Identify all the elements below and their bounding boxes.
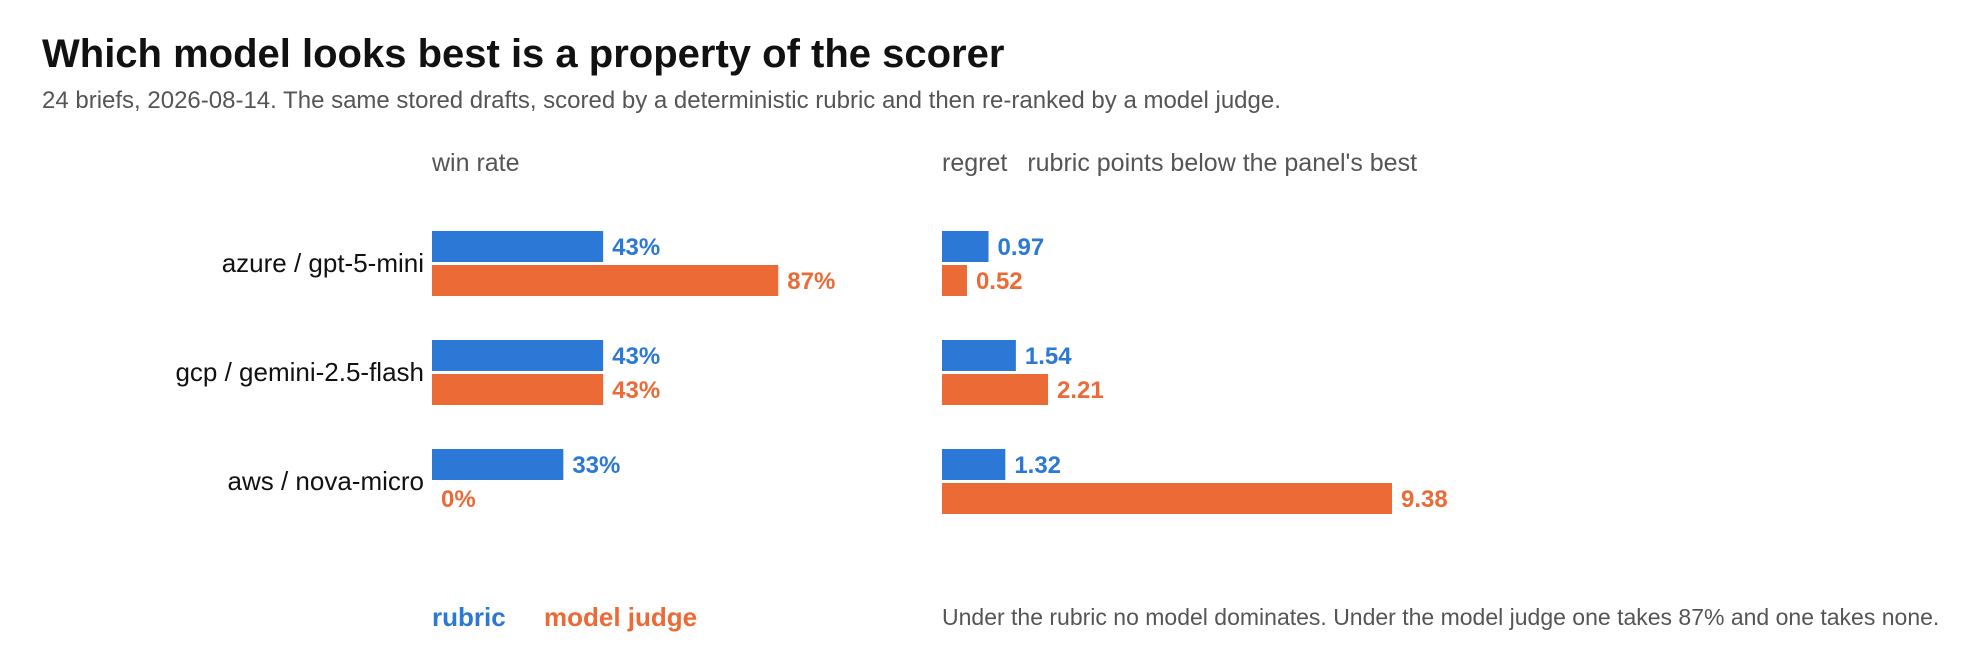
regret-rubric-aws-nova-micro-value-label: 1.32 — [1014, 452, 1061, 479]
regret-model-judge-azure-gpt-5-mini-value-label: 0.52 — [976, 268, 1023, 295]
chart-subtitle: 24 briefs, 2026-08-14. The same stored d… — [42, 87, 1281, 114]
chart-title: Which model looks best is a property of … — [42, 32, 1005, 76]
legend-rubric: rubric — [432, 602, 506, 632]
regret-rubric-azure-gpt-5-mini-bar — [942, 231, 989, 262]
regret-model-judge-azure-gpt-5-mini-bar — [942, 265, 967, 296]
win-rate-rubric-gcp-gemini-2-5-flash-value-label: 43% — [612, 343, 660, 370]
win-rate-model-judge-azure-gpt-5-mini-bar — [432, 265, 779, 296]
win-rate-rubric-aws-nova-micro-value-label: 33% — [572, 452, 620, 479]
regret-model-judge-gcp-gemini-2-5-flash-value-label: 2.21 — [1057, 377, 1104, 404]
regret-model-judge-aws-nova-micro-value-label: 9.38 — [1401, 486, 1448, 513]
regret-rubric-gcp-gemini-2-5-flash-bar — [942, 340, 1016, 371]
panel-label-regret: regret rubric points below the panel's be… — [942, 149, 1417, 177]
chart-note: Under the rubric no model dominates. Und… — [942, 604, 1940, 630]
win-rate-model-judge-gcp-gemini-2-5-flash-value-label: 43% — [612, 377, 660, 404]
win-rate-rubric-gcp-gemini-2-5-flash-bar — [432, 340, 604, 371]
regret-rubric-aws-nova-micro-bar — [942, 449, 1006, 480]
category-label-gcp-gemini-2-5-flash: gcp / gemini-2.5-flash — [175, 357, 424, 387]
regret-rubric-gcp-gemini-2-5-flash-value-label: 1.54 — [1025, 343, 1072, 370]
regret-rubric-azure-gpt-5-mini-value-label: 0.97 — [998, 234, 1045, 261]
win-rate-rubric-azure-gpt-5-mini-value-label: 43% — [612, 234, 660, 261]
regret-model-judge-gcp-gemini-2-5-flash-bar — [942, 374, 1049, 405]
panel-sublabel: rubric points below the panel's best — [1027, 149, 1417, 177]
regret-model-judge-aws-nova-micro-bar — [942, 483, 1392, 514]
win-rate-model-judge-gcp-gemini-2-5-flash-bar — [432, 374, 604, 405]
win-rate-rubric-azure-gpt-5-mini-bar — [432, 231, 604, 262]
win-rate-rubric-aws-nova-micro-bar — [432, 449, 564, 480]
legend-model-judge: model judge — [544, 602, 698, 632]
category-label-aws-nova-micro: aws / nova-micro — [228, 466, 425, 496]
win-rate-model-judge-aws-nova-micro-value-label: 0% — [441, 486, 476, 513]
category-label-azure-gpt-5-mini: azure / gpt-5-mini — [222, 248, 424, 278]
panel-label-win-rate: win rate — [431, 149, 520, 177]
win-rate-model-judge-azure-gpt-5-mini-value-label: 87% — [787, 268, 835, 295]
